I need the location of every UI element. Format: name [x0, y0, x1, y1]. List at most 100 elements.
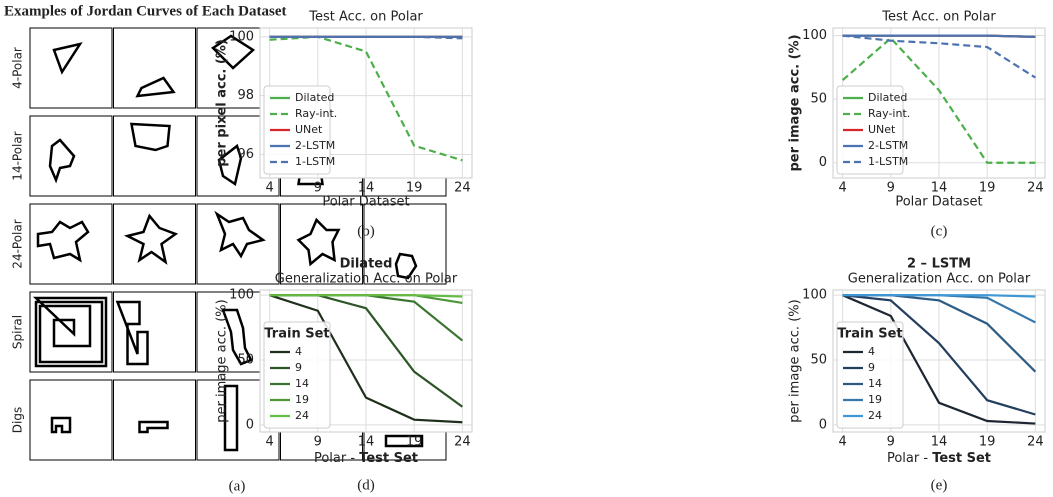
x-axis-label-part: Test Set — [359, 451, 418, 466]
x-tick-label: 24 — [1027, 435, 1044, 450]
legend-label: UNet — [868, 123, 896, 136]
chart-title: Test Acc. on Polar — [881, 10, 996, 25]
example-cell — [29, 115, 113, 197]
series-line — [269, 294, 463, 424]
y-axis-label: per image acc. (%) — [215, 299, 230, 422]
series-line — [842, 294, 1036, 416]
legend-label: 14 — [868, 377, 882, 390]
legend-label: UNet — [295, 123, 323, 136]
jordan-curve — [129, 122, 171, 152]
row-label: Digs — [11, 407, 25, 433]
row-label: 4-Polar — [11, 47, 25, 89]
legend-label: 14 — [295, 377, 309, 390]
curve-group — [223, 384, 239, 452]
y-tick-label: 0 — [819, 417, 827, 432]
legend-label: Dilated — [868, 91, 907, 104]
example-cell — [113, 379, 196, 461]
legend-label: 9 — [295, 361, 302, 374]
jordan-curve — [32, 296, 108, 368]
legend-label: 4 — [868, 345, 875, 358]
x-tick-label: 24 — [454, 181, 471, 196]
y-axis-label: per image acc. (%) — [788, 299, 803, 422]
chart-caption: (e) — [931, 477, 948, 493]
jordan-curve — [211, 34, 256, 70]
curve-group — [48, 138, 76, 184]
x-axis-label-part: Test Set — [932, 451, 991, 466]
jordan-curve — [384, 434, 424, 448]
series-line — [269, 294, 463, 298]
panel-a-caption: (a) — [229, 478, 246, 494]
jordan-curve — [394, 252, 418, 280]
jordan-curve — [214, 210, 266, 259]
row-label: Spiral — [11, 315, 25, 349]
x-tick-label: 14 — [931, 181, 948, 196]
x-axis-label: Polar Dataset — [322, 195, 409, 210]
chart-caption: (b) — [357, 223, 375, 239]
jordan-curve — [296, 217, 341, 267]
y-axis-label: per image acc. (%) — [788, 34, 803, 171]
y-tick-label: 50 — [810, 92, 827, 107]
x-tick-label: 9 — [314, 181, 322, 196]
x-tick-label: 4 — [838, 435, 846, 450]
y-tick-label: 50 — [237, 353, 254, 368]
legend-box — [263, 321, 331, 429]
chart-title: Dilated — [340, 257, 393, 272]
panel-a-title: Examples of Jordan Curves of Each Datase… — [4, 3, 287, 19]
x-tick-label: 9 — [314, 435, 322, 450]
legend-label: 1-LSTM — [295, 155, 335, 168]
jordan-curve — [36, 220, 90, 263]
curve-group — [123, 213, 179, 265]
jordan-curve — [217, 143, 243, 187]
x-axis-label-part: Polar - — [887, 451, 932, 466]
example-cell — [29, 203, 113, 285]
example-cell — [113, 115, 196, 197]
series-line — [841, 36, 1036, 164]
jordan-curve — [48, 138, 76, 184]
curve-group — [135, 76, 176, 98]
legend-label: Ray-int. — [868, 107, 910, 120]
curve-group — [221, 308, 253, 366]
legend-title: Train Set — [264, 327, 329, 342]
x-tick-label: 24 — [454, 435, 471, 450]
chart-subtitle: Generalization Acc. on Polar — [848, 272, 1031, 287]
x-tick-label: 19 — [406, 181, 423, 196]
jordan-curve — [221, 308, 253, 366]
row-label: 24-Polar — [11, 219, 25, 268]
x-axis-label-part: Polar - — [314, 451, 359, 466]
curve-group — [50, 416, 72, 434]
jordan-curve — [50, 416, 72, 434]
series-line — [269, 35, 463, 40]
y-tick-label: 98 — [237, 88, 254, 103]
jordan-curve — [52, 42, 83, 75]
x-tick-label: 9 — [887, 181, 895, 196]
curve-group — [296, 217, 341, 267]
example-cell — [113, 291, 196, 373]
x-tick-label: 14 — [931, 435, 948, 450]
y-tick-label: 100 — [802, 28, 827, 43]
curve-group — [214, 210, 266, 259]
curve-group — [115, 300, 149, 366]
curve-group — [129, 122, 171, 152]
legend-box — [836, 321, 904, 429]
jordan-curve — [115, 300, 149, 366]
legend-label: 2-LSTM — [295, 139, 335, 152]
legend-label: 19 — [868, 393, 882, 406]
jordan-curve — [138, 420, 169, 434]
chart-title: Test Acc. on Polar — [308, 10, 423, 25]
x-tick-label: 24 — [1027, 181, 1044, 196]
y-tick-label: 96 — [237, 147, 254, 162]
curve-group — [211, 34, 256, 70]
legend-label: 9 — [868, 361, 875, 374]
legend-label: Ray-int. — [295, 107, 337, 120]
curve-group — [36, 220, 90, 263]
example-cell — [29, 27, 113, 109]
jordan-curve — [123, 213, 179, 265]
y-tick-label: 100 — [229, 29, 254, 44]
x-axis-label: Polar Dataset — [895, 195, 982, 210]
legend-box — [836, 85, 904, 175]
x-tick-label: 14 — [358, 435, 375, 450]
example-cell — [196, 203, 280, 285]
x-tick-label: 14 — [358, 181, 375, 196]
curve-group — [52, 42, 83, 75]
